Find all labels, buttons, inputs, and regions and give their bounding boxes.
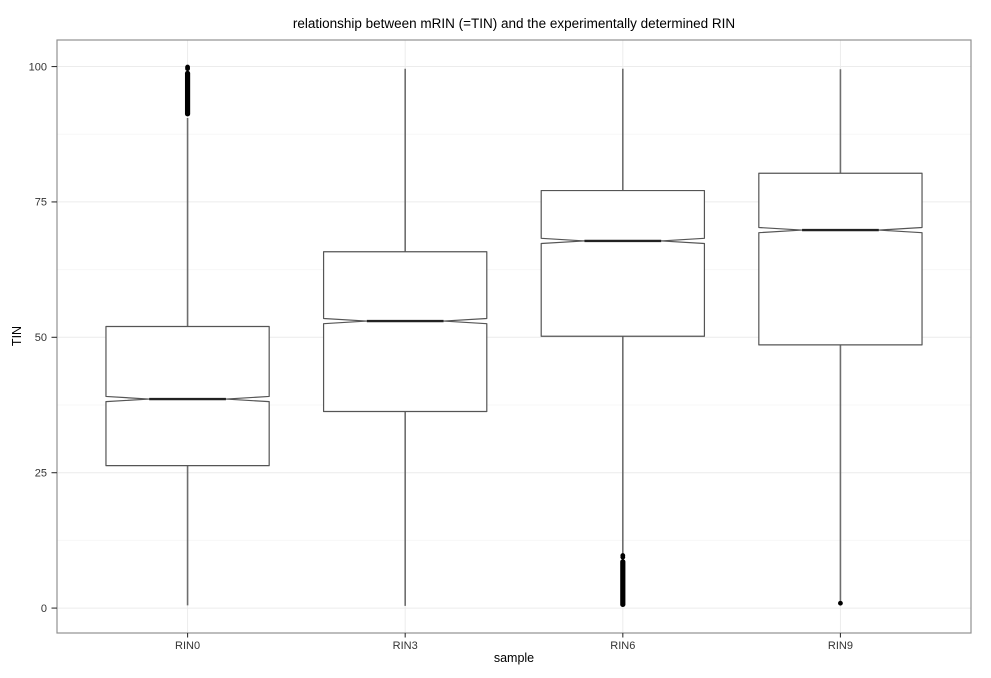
box-lower-half: [105, 398, 270, 467]
outlier-point: [838, 600, 843, 606]
x-tick-label: RIN3: [393, 640, 418, 652]
box-lower-half: [540, 240, 706, 337]
outlier-point: [185, 64, 190, 70]
y-tick-label: 75: [35, 197, 47, 209]
outlier-cluster: [184, 70, 191, 117]
box-lower-half: [322, 320, 488, 413]
x-axis-title: sample: [493, 651, 535, 665]
box-upper-half: [105, 325, 270, 400]
y-tick-label: 50: [35, 332, 47, 344]
box-upper-half: [322, 251, 488, 322]
x-tick-label: RIN0: [175, 640, 200, 652]
outlier-point: [620, 553, 626, 558]
chart-title: relationship between mRIN (=TIN) and the…: [292, 16, 736, 31]
box-upper-half: [758, 172, 923, 231]
y-tick-label: 0: [41, 603, 47, 615]
y-tick-label: 100: [29, 61, 47, 73]
x-tick-label: RIN9: [828, 640, 853, 652]
box-upper-half: [540, 189, 706, 242]
box-lower-half: [758, 229, 923, 346]
x-tick-label: RIN6: [610, 640, 635, 652]
panel-border: [56, 39, 972, 634]
outlier-cluster: [620, 559, 626, 608]
y-tick-label: 25: [35, 468, 47, 480]
